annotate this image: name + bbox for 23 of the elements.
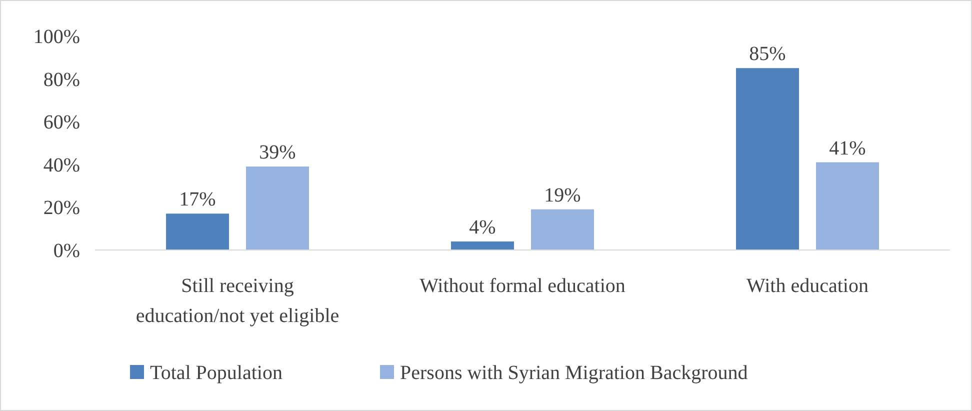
bar xyxy=(816,162,879,250)
data-label: 4% xyxy=(469,216,496,238)
y-tick-label: 80% xyxy=(43,68,80,91)
data-label: 39% xyxy=(259,142,296,164)
x-tick-label: With education xyxy=(746,275,868,297)
y-tick-label: 0% xyxy=(53,240,80,262)
bar xyxy=(451,241,514,250)
legend-label: Persons with Syrian Migration Background xyxy=(400,362,748,384)
bar xyxy=(736,68,799,250)
y-tick-label: 60% xyxy=(43,112,80,134)
y-tick-label: 100% xyxy=(33,26,80,48)
bar xyxy=(531,209,594,250)
y-tick-label: 20% xyxy=(43,197,80,220)
data-label: 85% xyxy=(749,43,786,66)
data-label: 41% xyxy=(829,137,866,160)
data-label: 17% xyxy=(179,188,216,211)
data-label: 19% xyxy=(544,184,581,206)
legend-label: Total Population xyxy=(150,362,282,384)
bar xyxy=(166,214,229,250)
x-tick-label: Still receiving education/not yet eligible xyxy=(136,275,340,327)
y-tick-label: 40% xyxy=(43,154,80,176)
bar xyxy=(246,166,309,250)
x-tick-label: Without formal education xyxy=(420,275,626,297)
